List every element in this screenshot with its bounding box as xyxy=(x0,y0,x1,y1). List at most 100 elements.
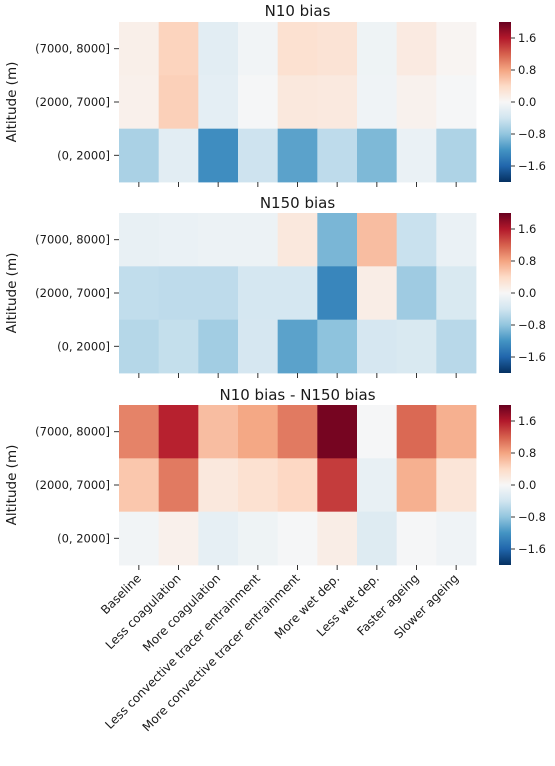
heatmap-cell xyxy=(238,405,279,459)
heatmap-cell xyxy=(396,458,437,513)
heatmap-cell xyxy=(119,405,160,459)
y-tick-label: (0, 2000] xyxy=(57,148,110,162)
heatmap-cell xyxy=(119,266,160,321)
heatmap-cell xyxy=(436,511,477,566)
heatmap-cell xyxy=(436,22,477,76)
colorbar-tick-label: 0.8 xyxy=(518,63,536,77)
heatmap-cell xyxy=(436,319,477,374)
colorbar-tick-label: 1.6 xyxy=(518,414,536,428)
heatmap-cell xyxy=(396,75,437,130)
heatmap-cell xyxy=(238,213,279,267)
heatmap-cell xyxy=(317,75,358,130)
heatmap-cell xyxy=(158,266,199,321)
heatmap-cell xyxy=(158,405,199,459)
heatmap-cell xyxy=(238,458,279,513)
heatmap-cell xyxy=(396,319,437,374)
heatmap-cell xyxy=(317,405,358,459)
colorbar-gradient xyxy=(499,405,511,565)
heatmap-cell xyxy=(277,511,318,566)
y-tick-label: (2000, 7000] xyxy=(35,478,110,492)
heatmap-cell xyxy=(357,22,398,76)
colorbar-tick-label: 0.0 xyxy=(518,478,536,492)
colorbar: −1.6 −0.8 0.0 0.8 1.6 xyxy=(499,22,546,182)
heatmap-cell xyxy=(396,128,437,183)
heatmap-cell xyxy=(277,405,318,459)
heatmap-cell xyxy=(396,213,437,267)
colorbar-tick-label: 1.6 xyxy=(518,31,536,45)
heatmap-cell xyxy=(277,458,318,513)
heatmap-cell xyxy=(436,213,477,267)
heatmap-cell xyxy=(198,22,239,76)
heatmap-cell xyxy=(198,319,239,374)
heatmap-cell xyxy=(317,511,358,566)
panel-title: N150 bias xyxy=(260,194,336,212)
colorbar-tick-label: 0.8 xyxy=(518,254,536,268)
heatmap-cell xyxy=(238,22,279,76)
heatmap-cell xyxy=(198,75,239,130)
heatmap-cell xyxy=(317,22,358,76)
heatmap-cell xyxy=(238,128,279,183)
heatmap-cell xyxy=(436,458,477,513)
heatmap-cell xyxy=(158,511,199,566)
heatmap-cell xyxy=(158,213,199,267)
heatmap-cell xyxy=(119,458,160,513)
heatmap-panel-1: N10 bias Altitude (m) (7000, 8000] (2000, 7… xyxy=(4,2,546,187)
heatmap-cell xyxy=(158,458,199,513)
heatmap-cell xyxy=(317,213,358,267)
heatmap-cell xyxy=(396,511,437,566)
heatmap-cell xyxy=(317,319,358,374)
heatmap-cell xyxy=(198,458,239,513)
colorbar-tick-label: 0.0 xyxy=(518,95,536,109)
heatmap-cell xyxy=(238,75,279,130)
heatmap-cell xyxy=(119,319,160,374)
y-tick-label: (7000, 8000] xyxy=(35,42,110,56)
panel-title: N10 bias xyxy=(265,2,331,20)
heatmap-cell xyxy=(119,213,160,267)
colorbar-tick-label: −0.8 xyxy=(518,127,546,141)
colorbar-gradient xyxy=(499,22,511,182)
heatmap-cell xyxy=(198,511,239,566)
heatmap-cell xyxy=(357,75,398,130)
heatmap-cell xyxy=(277,266,318,321)
colorbar-gradient xyxy=(499,213,511,373)
heatmap-cell xyxy=(158,319,199,374)
heatmap-cell xyxy=(357,128,398,183)
heatmap-cell xyxy=(277,319,318,374)
heatmap-cell xyxy=(317,128,358,183)
heatmap-cell xyxy=(277,128,318,183)
colorbar-tick-label: −1.6 xyxy=(518,350,546,364)
colorbar-tick-label: 1.6 xyxy=(518,222,536,236)
heatmap-cell xyxy=(198,405,239,459)
colorbar-tick-label: 0.0 xyxy=(518,286,536,300)
heatmap-cell xyxy=(158,22,199,76)
heatmap-cell xyxy=(436,405,477,459)
heatmap-cell xyxy=(277,75,318,130)
colorbar-tick-label: 0.8 xyxy=(518,446,536,460)
heatmap-cell xyxy=(396,266,437,321)
colorbar: −1.6 −0.8 0.0 0.8 1.6 xyxy=(499,405,546,565)
y-tick-label: (2000, 7000] xyxy=(35,95,110,109)
panel-title: N10 bias - N150 bias xyxy=(219,386,375,404)
colorbar: −1.6 −0.8 0.0 0.8 1.6 xyxy=(499,213,546,373)
heatmap-cell xyxy=(357,511,398,566)
heatmap-cell xyxy=(119,22,160,76)
heatmap-cell xyxy=(158,128,199,183)
heatmap-cell xyxy=(317,458,358,513)
heatmap-cell xyxy=(238,266,279,321)
heatmap-cell xyxy=(198,128,239,183)
y-axis-label: Altitude (m) xyxy=(4,253,20,334)
heatmap-cell xyxy=(198,213,239,267)
heatmap-cell xyxy=(436,266,477,321)
heatmap-cell xyxy=(158,75,199,130)
x-tick-label: Less coagulation xyxy=(103,571,184,652)
heatmap-cell xyxy=(238,511,279,566)
heatmap-cell xyxy=(119,128,160,183)
y-axis-label: Altitude (m) xyxy=(4,445,20,526)
heatmap-cell xyxy=(436,128,477,183)
colorbar-tick-label: −1.6 xyxy=(518,159,546,173)
heatmap-cell xyxy=(198,266,239,321)
y-tick-label: (0, 2000] xyxy=(57,339,110,353)
heatmap-cell xyxy=(119,511,160,566)
heatmap-cell xyxy=(357,405,398,459)
